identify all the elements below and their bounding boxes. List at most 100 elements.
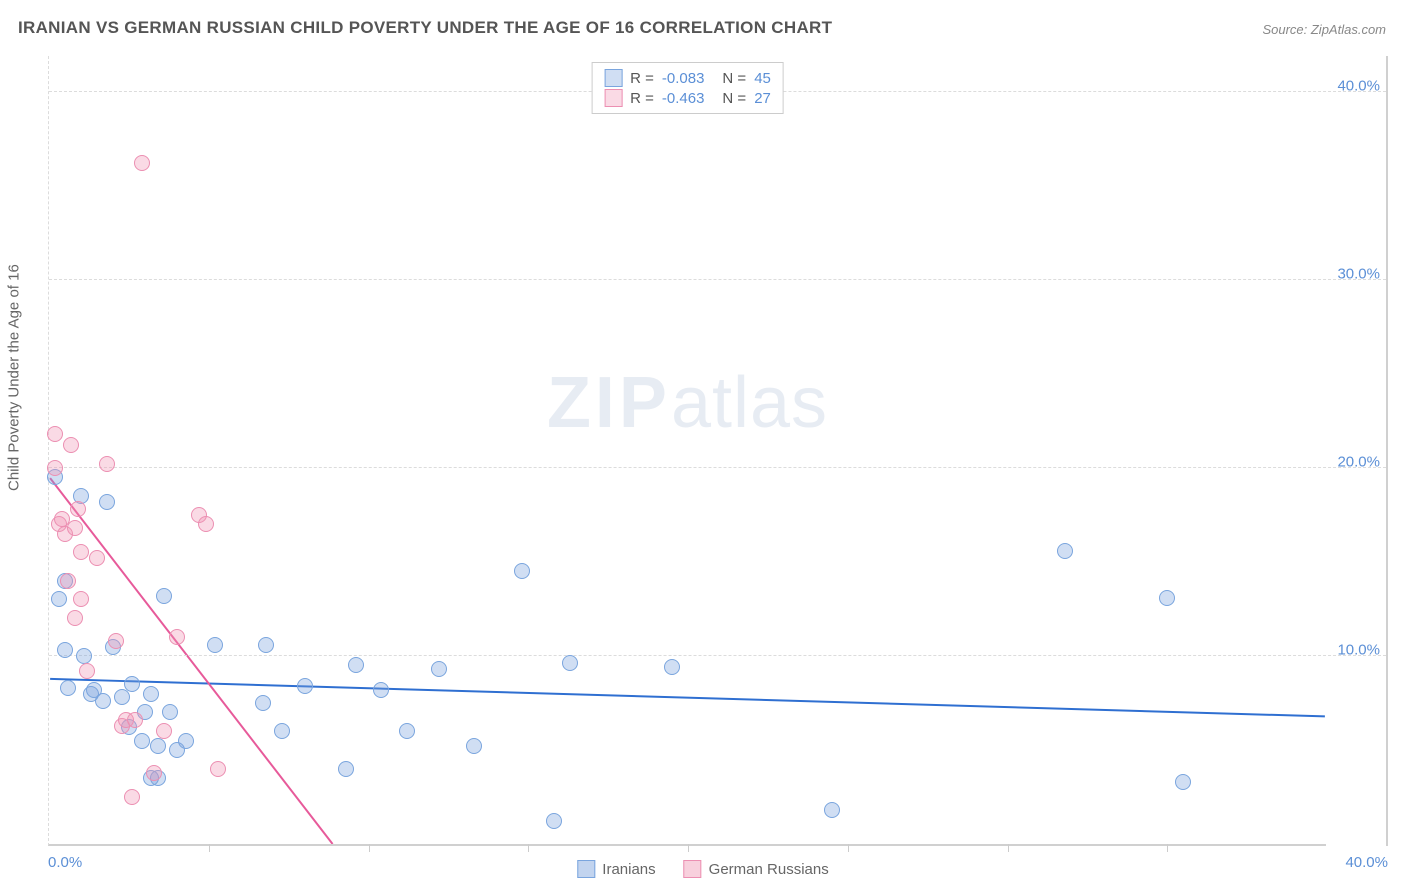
data-point <box>63 437 79 453</box>
y-tick-label: 20.0% <box>1337 453 1380 470</box>
gridline-h <box>49 467 1386 468</box>
watermark-bold: ZIP <box>547 363 671 443</box>
legend-label-iranians: Iranians <box>602 861 655 878</box>
data-point <box>70 501 86 517</box>
data-point <box>73 544 89 560</box>
data-point <box>514 563 530 579</box>
data-point <box>562 655 578 671</box>
data-point <box>79 663 95 679</box>
data-point <box>466 738 482 754</box>
n-value-iranians: 45 <box>754 70 771 87</box>
data-point <box>274 723 290 739</box>
n-value-german-russians: 27 <box>754 90 771 107</box>
x-tick <box>528 844 529 852</box>
legend-item-iranians: Iranians <box>577 860 655 878</box>
data-point <box>124 676 140 692</box>
y-axis-title: Child Poverty Under the Age of 16 <box>6 264 23 491</box>
legend-bottom: Iranians German Russians <box>577 860 828 878</box>
x-tick <box>209 844 210 852</box>
data-point <box>95 693 111 709</box>
data-point <box>124 789 140 805</box>
data-point <box>114 689 130 705</box>
data-point <box>399 723 415 739</box>
x-tick-max: 40.0% <box>1345 854 1388 871</box>
n-label: N = <box>722 70 746 87</box>
data-point <box>207 637 223 653</box>
gridline-h <box>49 655 1386 656</box>
data-point <box>127 712 143 728</box>
trend-line <box>50 478 332 844</box>
x-tick-min: 0.0% <box>48 854 82 871</box>
x-tick <box>1008 844 1009 852</box>
data-point <box>210 761 226 777</box>
data-point <box>108 633 124 649</box>
chart-title: IRANIAN VS GERMAN RUSSIAN CHILD POVERTY … <box>18 18 832 38</box>
n-label: N = <box>722 90 746 107</box>
data-point <box>143 686 159 702</box>
data-point <box>73 591 89 607</box>
swatch-german-russians <box>604 89 622 107</box>
gridline-h <box>49 279 1386 280</box>
x-tick <box>1167 844 1168 852</box>
y-tick-label: 30.0% <box>1337 265 1380 282</box>
data-point <box>150 738 166 754</box>
data-point <box>134 733 150 749</box>
data-point <box>60 573 76 589</box>
data-point <box>67 520 83 536</box>
r-value-iranians: -0.083 <box>662 70 705 87</box>
swatch-iranians <box>577 860 595 878</box>
data-point <box>47 426 63 442</box>
watermark: ZIPatlas <box>547 362 828 444</box>
chart-area: ZIPatlas R = -0.083 N = 45 R = -0.463 N … <box>48 56 1388 846</box>
data-point <box>99 456 115 472</box>
data-point <box>60 680 76 696</box>
swatch-iranians <box>604 69 622 87</box>
r-label: R = <box>630 90 654 107</box>
data-point <box>338 761 354 777</box>
x-tick <box>848 844 849 852</box>
y-tick-label: 10.0% <box>1337 641 1380 658</box>
data-point <box>258 637 274 653</box>
data-point <box>1159 590 1175 606</box>
data-point <box>546 813 562 829</box>
data-point <box>156 588 172 604</box>
data-point <box>178 733 194 749</box>
x-tick <box>688 844 689 852</box>
data-point <box>664 659 680 675</box>
data-point <box>134 155 150 171</box>
data-point <box>47 460 63 476</box>
watermark-light: atlas <box>671 363 828 443</box>
r-label: R = <box>630 70 654 87</box>
legend-row-iranians: R = -0.083 N = 45 <box>604 68 771 88</box>
legend-correlation: R = -0.083 N = 45 R = -0.463 N = 27 <box>591 62 784 114</box>
data-point <box>99 494 115 510</box>
trend-line <box>50 679 1325 717</box>
legend-label-german-russians: German Russians <box>709 861 829 878</box>
source-label: Source: ZipAtlas.com <box>1262 22 1386 37</box>
data-point <box>255 695 271 711</box>
data-point <box>1057 543 1073 559</box>
data-point <box>198 516 214 532</box>
data-point <box>297 678 313 694</box>
data-point <box>67 610 83 626</box>
trend-lines-svg <box>49 56 1326 844</box>
r-value-german-russians: -0.463 <box>662 90 705 107</box>
legend-item-german-russians: German Russians <box>684 860 829 878</box>
data-point <box>76 648 92 664</box>
data-point <box>1175 774 1191 790</box>
data-point <box>57 642 73 658</box>
data-point <box>348 657 364 673</box>
data-point <box>156 723 172 739</box>
legend-row-german-russians: R = -0.463 N = 27 <box>604 88 771 108</box>
data-point <box>824 802 840 818</box>
swatch-german-russians <box>684 860 702 878</box>
data-point <box>162 704 178 720</box>
data-point <box>89 550 105 566</box>
data-point <box>146 765 162 781</box>
plot-area: ZIPatlas R = -0.083 N = 45 R = -0.463 N … <box>48 56 1326 846</box>
data-point <box>373 682 389 698</box>
data-point <box>431 661 447 677</box>
data-point <box>169 629 185 645</box>
y-tick-label: 40.0% <box>1337 77 1380 94</box>
data-point <box>51 591 67 607</box>
